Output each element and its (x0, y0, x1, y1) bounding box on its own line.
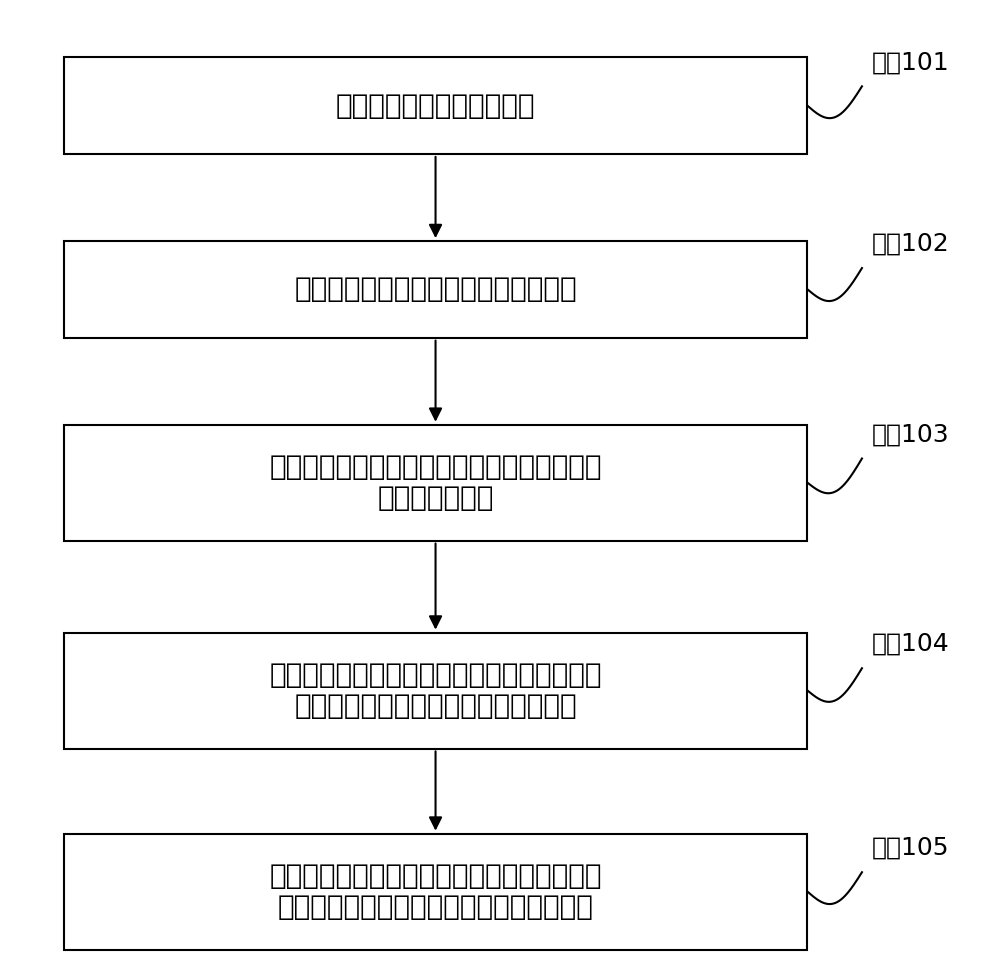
Text: 步骤105: 步骤105 (872, 837, 949, 860)
Text: 将至少一个关键区域图像输入经训练的局部检: 将至少一个关键区域图像输入经训练的局部检 (269, 661, 602, 689)
Text: 确定人脸图像的至少一个关键区域图像: 确定人脸图像的至少一个关键区域图像 (294, 275, 577, 303)
Text: 步骤102: 步骤102 (872, 232, 950, 255)
FancyBboxPatch shape (64, 58, 807, 154)
Text: 获取待检测对象的人脸图像: 获取待检测对象的人脸图像 (336, 92, 535, 120)
Text: 步骤103: 步骤103 (872, 422, 950, 447)
FancyBboxPatch shape (64, 633, 807, 749)
Text: 到全局检测结果: 到全局检测结果 (377, 485, 494, 512)
Text: 步骤104: 步骤104 (872, 632, 950, 656)
FancyBboxPatch shape (64, 425, 807, 541)
Text: 步骤101: 步骤101 (872, 50, 950, 74)
Text: 将人脸图像输入经训练的全局检测模型，以得: 将人脸图像输入经训练的全局检测模型，以得 (269, 453, 602, 482)
Text: 测模型，以得到至少一个局部检测结果: 测模型，以得到至少一个局部检测结果 (294, 692, 577, 720)
Text: 根据全局检测结果和至少一个局部检测结果，: 根据全局检测结果和至少一个局部检测结果， (269, 862, 602, 890)
FancyBboxPatch shape (64, 241, 807, 337)
Text: 确定待检测对象患有特定综合征的检测概率: 确定待检测对象患有特定综合征的检测概率 (278, 893, 593, 921)
FancyBboxPatch shape (64, 834, 807, 950)
